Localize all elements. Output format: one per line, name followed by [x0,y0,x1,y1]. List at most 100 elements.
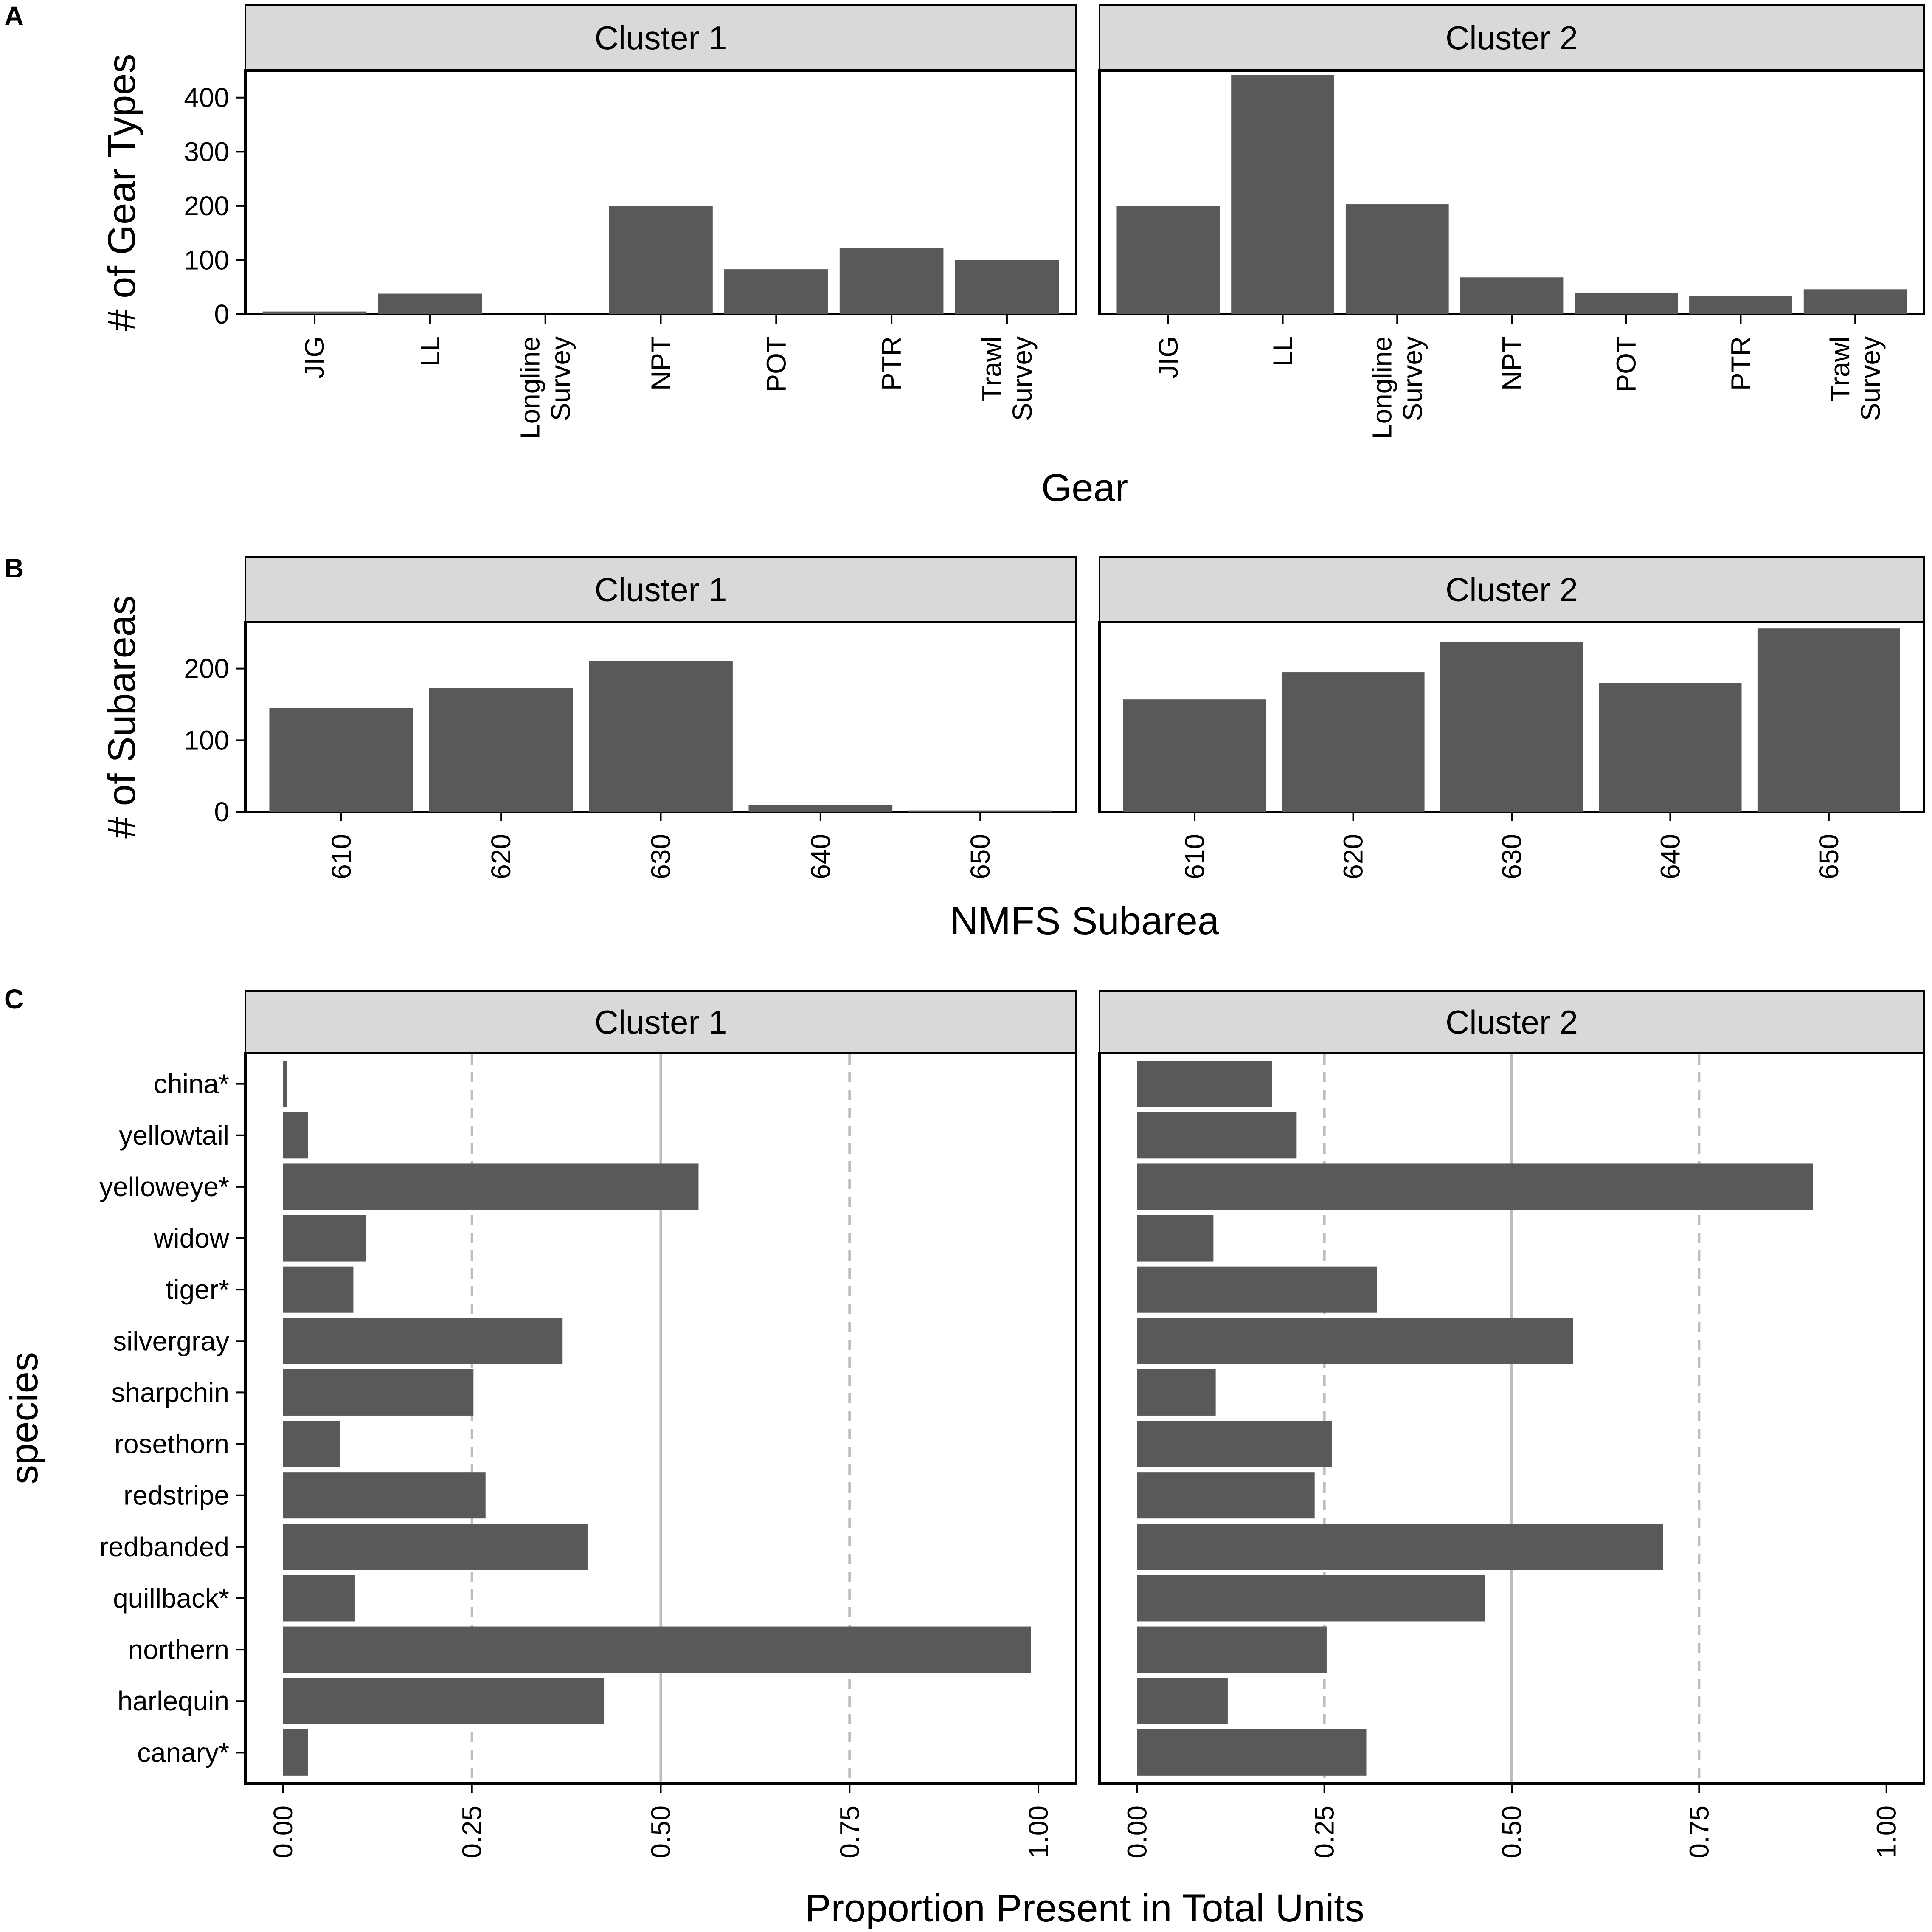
panel-c-facet-1-bar-5 [283,1266,354,1313]
panel-b-facet-1-bar-5 [908,810,1052,812]
panel-c-facet-2-bar-13 [1137,1678,1228,1724]
panel-a-facet-2-x-tick-label-4-line-1: NPT [1496,336,1527,391]
panel-c-facet-1-bar-1 [283,1061,287,1107]
panel-c-facet-2-bar-2 [1137,1112,1297,1159]
panel-a-facet-2-x-tick-label-7-line-1: Trawl [1825,336,1855,402]
panel-a-facet-2-x-tick-label-3: LonglineSurvey [1367,336,1428,439]
panel-c-facet-2-bar-9 [1137,1472,1315,1519]
panel-b-facet-2-x-tick-label-2-line-1: 620 [1338,834,1369,879]
panel-b-facet-2-bar-2 [1282,672,1425,812]
panel-b-facet-1-bar-3 [589,661,733,812]
panel-c-facet-2-bar-8 [1137,1421,1332,1467]
panel-a-facet-2-x-tick-label-5-line-1: POT [1611,336,1642,392]
panel-a-y-tick-label-3: 200 [184,191,229,221]
panel-a-facet-2-bar-5 [1575,292,1678,314]
panel-a-facet-2-x-tick-label-6: PTR [1725,336,1756,391]
panel-c-y-tick-label-2: yellowtail [119,1120,229,1151]
panel-c-facet-1-x-tick-label-2: 0.25 [457,1805,487,1859]
panel-b-facet-2-bar-1 [1123,699,1266,812]
panel-c-y-tick-label-13: harlequin [118,1686,229,1716]
panel-a-facet-2-bar-2 [1231,75,1334,314]
panel-a-facet-2-strip: Cluster 2 [1099,4,1925,71]
panel-c-y-tick-label-4: widow [153,1223,230,1253]
panel-c-facet-2-bar-5 [1137,1266,1377,1313]
panel-c-y-tick-label-8: rosethorn [115,1429,229,1459]
panel-c-y-axis-title: species [3,1352,46,1484]
panel-b-facet-2-x-tick-label-5-line-1: 650 [1814,834,1844,879]
panel-a-facet-2-bar-3 [1345,204,1449,314]
panel-c-facet-2-bar-12 [1137,1626,1327,1673]
panel-b-y-tick-label-1: 0 [214,797,229,827]
panel-c-facet-2-bar-7 [1137,1369,1216,1416]
panel-a-facet-1-x-tick-label-3-line-2: Survey [546,336,576,421]
panel-b-facet-2-x-tick-label-3-line-1: 630 [1496,834,1527,879]
panel-a-y-axis-title: # of Gear Types [100,54,143,331]
panel-c-y-tick-label-12: northern [128,1634,229,1665]
panel-a-facet-1-x-tick-label-3-line-1: Longline [515,336,546,439]
panel-a-facet-2-x-tick-label-1-line-1: JIG [1153,336,1184,379]
panel-a-facet-2-bar-1 [1116,206,1220,314]
panel-c-y-tick-label-9: redstripe [124,1480,229,1511]
panel-c-y-tick-label-6: silvergray [113,1326,229,1356]
panel-a-facet-1-bar-7 [955,260,1059,314]
panel-b-facet-1-x-tick-label-2-line-1: 620 [486,834,516,879]
panel-b-y-tick-label-3: 200 [184,653,229,684]
panel-a-facet-1-x-tick-label-2: LL [415,336,445,366]
panel-c-facet-1-bar-12 [283,1626,1031,1673]
panel-b-facet-1-strip: Cluster 1 [245,556,1077,623]
panel-c-facet-2-bar-11 [1137,1575,1485,1622]
panel-c-facet-2-bar-10 [1137,1524,1663,1570]
panel-c-facet-1-bar-4 [283,1215,366,1262]
panel-a-facet-2-x-tick-label-4: NPT [1496,336,1527,391]
panel-a-facet-1-strip-label: Cluster 1 [594,19,727,56]
panel-b-facet-1-strip-label: Cluster 1 [594,571,727,608]
panel-a-facet-1-x-tick-label-2-line-1: LL [415,336,445,366]
panel-a-facet-1-x-tick-label-6: PTR [876,336,907,391]
panel-b-tag: B [4,553,24,583]
panel-c-facet-1-bar-8 [283,1421,340,1467]
panel-b-facet-1-x-tick-label-1-line-1: 610 [326,834,357,879]
panel-a-facet-2-x-tick-label-7-line-2: Survey [1855,336,1886,421]
panel-a-facet-1-x-tick-label-1: JIG [299,336,330,379]
panel-c-facet-1-bar-14 [283,1729,308,1776]
panel-a-facet-2-bar-7 [1803,289,1907,314]
panel-c-facet-2-x-tick-label-2: 0.25 [1309,1805,1340,1859]
panel-b-facet-2-bar-4 [1599,683,1742,812]
panel-a-tag: A [4,1,24,31]
panel-a-facet-2-x-tick-label-7: TrawlSurvey [1825,336,1886,421]
panel-a-facet-1-x-tick-label-6-line-1: PTR [876,336,907,391]
panel-a-facet-1-bar-5 [724,269,828,314]
panel-c-facet-2-bar-3 [1137,1163,1813,1210]
panel-b-facet-2-x-tick-label-1: 610 [1179,834,1210,879]
panel-c-facet-2-bar-6 [1137,1318,1573,1364]
panel-a-facet-2-x-tick-label-6-line-1: PTR [1725,336,1756,391]
panel-c-facet-2-strip-background [1099,990,1925,1054]
panel-b-facet-2-x-tick-label-4-line-1: 640 [1655,834,1685,879]
panel-a-facet-2-x-tick-label-5: POT [1611,336,1642,392]
panel-b-facet-1-x-tick-label-5: 650 [965,834,996,879]
panel-c-x-axis-title: Proportion Present in Total Units [805,1887,1364,1930]
panel-b-facet-1-x-tick-label-1: 610 [326,834,357,879]
panel-c-facet-1-strip-label: Cluster 1 [594,1003,727,1041]
panel-a-facet-1-x-tick-label-4: NPT [646,336,676,391]
panel-b-y-axis-title: # of Subareas [100,595,143,839]
panel-a-facet-2-x-tick-label-1: JIG [1153,336,1184,379]
panel-a-facet-1-bar-6 [839,248,944,314]
panel-b-facet-2-strip-background [1099,556,1925,623]
panel-c-facet-1-bar-3 [283,1163,699,1210]
panel-b-facet-2-strip-label: Cluster 2 [1445,571,1578,608]
panel-b-facet-2-bar-3 [1440,642,1583,812]
panel-c-y-tick-label-14: canary* [137,1737,229,1768]
panel-b-x-axis-title: NMFS Subarea [950,899,1220,943]
panel-c-tag: C [4,984,24,1014]
panel-c-facet-1-x-tick-label-1: 0.00 [268,1805,298,1859]
panel-b-subarea-chart: Cluster 1 610 620 630 640 650 Cluster 2 610 620 6… [100,556,1925,943]
panel-a-facet-2-x-tick-label-2: LL [1268,336,1298,366]
panel-a-facet-1-x-tick-label-7: TrawlSurvey [976,336,1038,421]
panel-c-y-tick-label-5: tiger* [166,1274,229,1305]
panel-b-facet-2-x-tick-label-2: 620 [1338,834,1369,879]
panel-c-facet-2-strip: Cluster 2 [1099,990,1925,1054]
panel-a-facet-1-x-tick-label-7-line-2: Survey [1007,336,1038,421]
panel-b-facet-1-bar-1 [269,708,413,812]
